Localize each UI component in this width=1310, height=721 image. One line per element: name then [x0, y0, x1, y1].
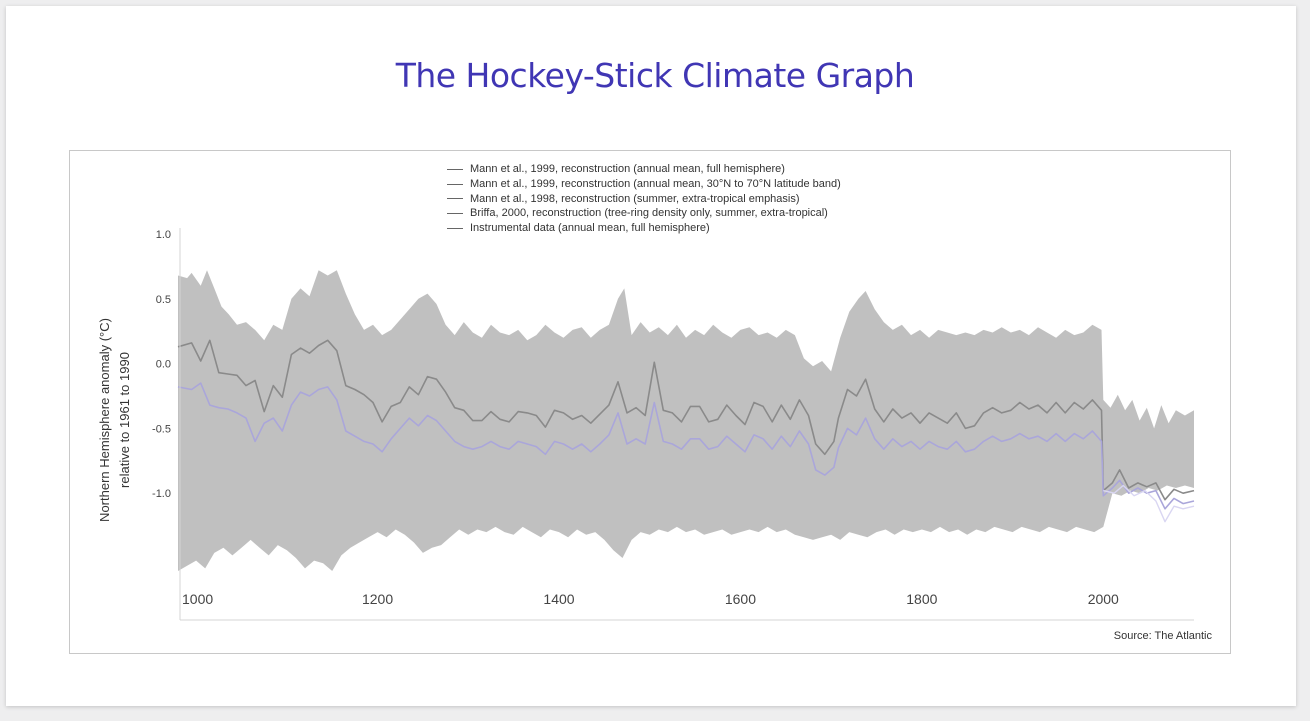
uncertainty-band-layer [178, 270, 1194, 571]
series-line-1 [177, 339, 1195, 501]
legend-swatch [447, 168, 463, 170]
y-tick-label: -1.0 [152, 488, 171, 500]
y-axis-label: Northern Hemisphere anomaly (°C) relativ… [95, 318, 135, 522]
y-tick-label: 0.0 [156, 359, 171, 371]
x-tick-label: 2000 [1088, 591, 1119, 607]
y-axis-label-line-1: Northern Hemisphere anomaly (°C) [97, 318, 112, 522]
legend-label: Mann et al., 1999, reconstruction (annua… [470, 178, 841, 191]
legend-swatch [447, 227, 463, 229]
series-line-3 [1103, 484, 1195, 523]
x-tick-label: 1600 [725, 591, 756, 607]
legend-swatch [447, 212, 463, 214]
legend-label: Instrumental data (annual mean, full hem… [470, 222, 710, 235]
legend-swatch [447, 198, 463, 200]
x-tick-label: 1400 [543, 591, 574, 607]
source-note: Source: The Atlantic [1113, 630, 1212, 642]
chart-frame [69, 150, 1231, 654]
series-layer [177, 339, 1195, 523]
y-tick-label: -0.5 [152, 423, 171, 435]
legend-item-briffa-2000: Briffa, 2000, reconstruction (tree-ring … [447, 206, 841, 221]
legend-swatch [447, 183, 463, 185]
y-axis-label-line-2: relative to 1961 to 1990 [117, 352, 132, 488]
uncertainty-band [178, 270, 1194, 571]
legend-item-mann-1998: Mann et al., 1998, reconstruction (summe… [447, 191, 841, 206]
legend-item-mann-1999-full: Mann et al., 1999, reconstruction (annua… [447, 162, 841, 177]
series-line-2 [177, 382, 1195, 510]
legend-item-mann-1999-band: Mann et al., 1999, reconstruction (annua… [447, 177, 841, 192]
axes-layer: 1.0 0.5 0.0 -0.5 -1.0 1000 1200 1400 1600 1800 200… [152, 228, 1194, 621]
legend-label: Mann et al., 1999, reconstruction (annua… [470, 163, 785, 176]
x-tick-label: 1800 [906, 591, 937, 607]
y-tick-label: 1.0 [156, 229, 171, 241]
chart-title: The Hockey-Stick Climate Graph [395, 56, 915, 95]
x-tick-label: 1200 [362, 591, 393, 607]
legend-item-instrumental: Instrumental data (annual mean, full hem… [447, 221, 841, 236]
y-tick-label: 0.5 [156, 294, 171, 306]
legend-label: Mann et al., 1998, reconstruction (summe… [470, 192, 800, 205]
legend-label: Briffa, 2000, reconstruction (tree-ring … [470, 207, 828, 220]
chart-legend: Mann et al., 1999, reconstruction (annua… [447, 162, 841, 235]
x-tick-label: 1000 [182, 591, 213, 607]
